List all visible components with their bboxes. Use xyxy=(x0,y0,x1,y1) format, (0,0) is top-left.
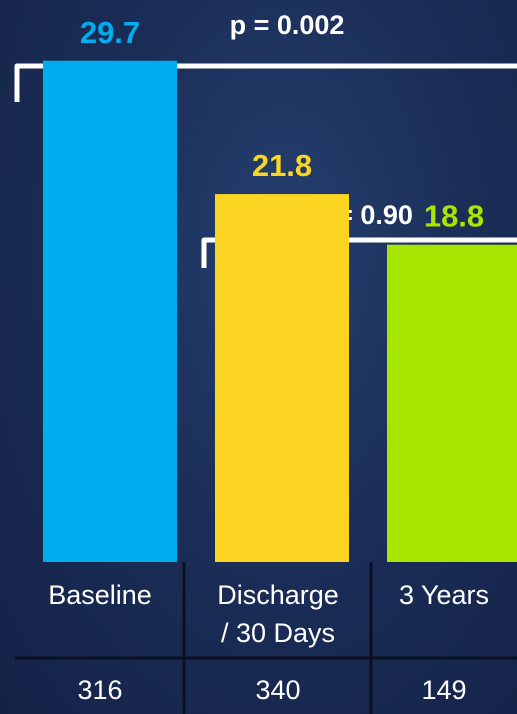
category-label-line: Baseline xyxy=(48,580,152,610)
bar-3 xyxy=(387,244,517,562)
p-value-label: p = 0.002 xyxy=(230,10,345,40)
significance-bracket xyxy=(201,237,517,268)
count-label: 316 xyxy=(77,675,122,705)
significance-bracket xyxy=(14,63,517,102)
category-label: Discharge / 30 Days xyxy=(217,580,339,648)
count-labels: 316 340 149 xyxy=(77,675,466,705)
table-grid-lines xyxy=(15,562,517,714)
category-label-line: Discharge xyxy=(217,580,339,610)
bar-1 xyxy=(43,60,177,563)
count-label: 149 xyxy=(421,675,466,705)
category-label-line: 3 Years xyxy=(399,580,489,610)
category-label: Baseline xyxy=(48,580,152,610)
value-label: 18.8 xyxy=(424,199,484,234)
value-label: 21.8 xyxy=(252,148,312,183)
category-labels: Baseline Discharge / 30 Days 3 Years xyxy=(48,580,489,648)
category-label-line: / 30 Days xyxy=(221,618,335,648)
count-label: 340 xyxy=(255,675,300,705)
category-label: 3 Years xyxy=(399,580,489,610)
value-label: 29.7 xyxy=(80,15,140,50)
bar-2 xyxy=(215,194,349,562)
value-labels: 29.7 21.8 18.8 xyxy=(80,15,484,234)
chart-bars xyxy=(43,60,517,563)
